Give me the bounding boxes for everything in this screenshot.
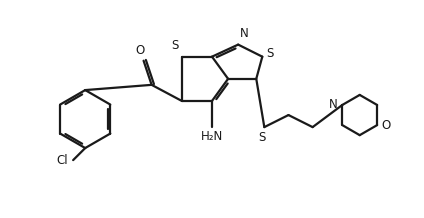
Text: O: O xyxy=(136,44,145,57)
Text: H₂N: H₂N xyxy=(201,129,223,143)
Text: S: S xyxy=(259,131,266,144)
Text: S: S xyxy=(266,47,274,60)
Text: N: N xyxy=(329,99,338,111)
Text: N: N xyxy=(240,27,249,40)
Text: O: O xyxy=(381,119,391,132)
Text: S: S xyxy=(171,39,178,52)
Text: Cl: Cl xyxy=(57,154,68,167)
